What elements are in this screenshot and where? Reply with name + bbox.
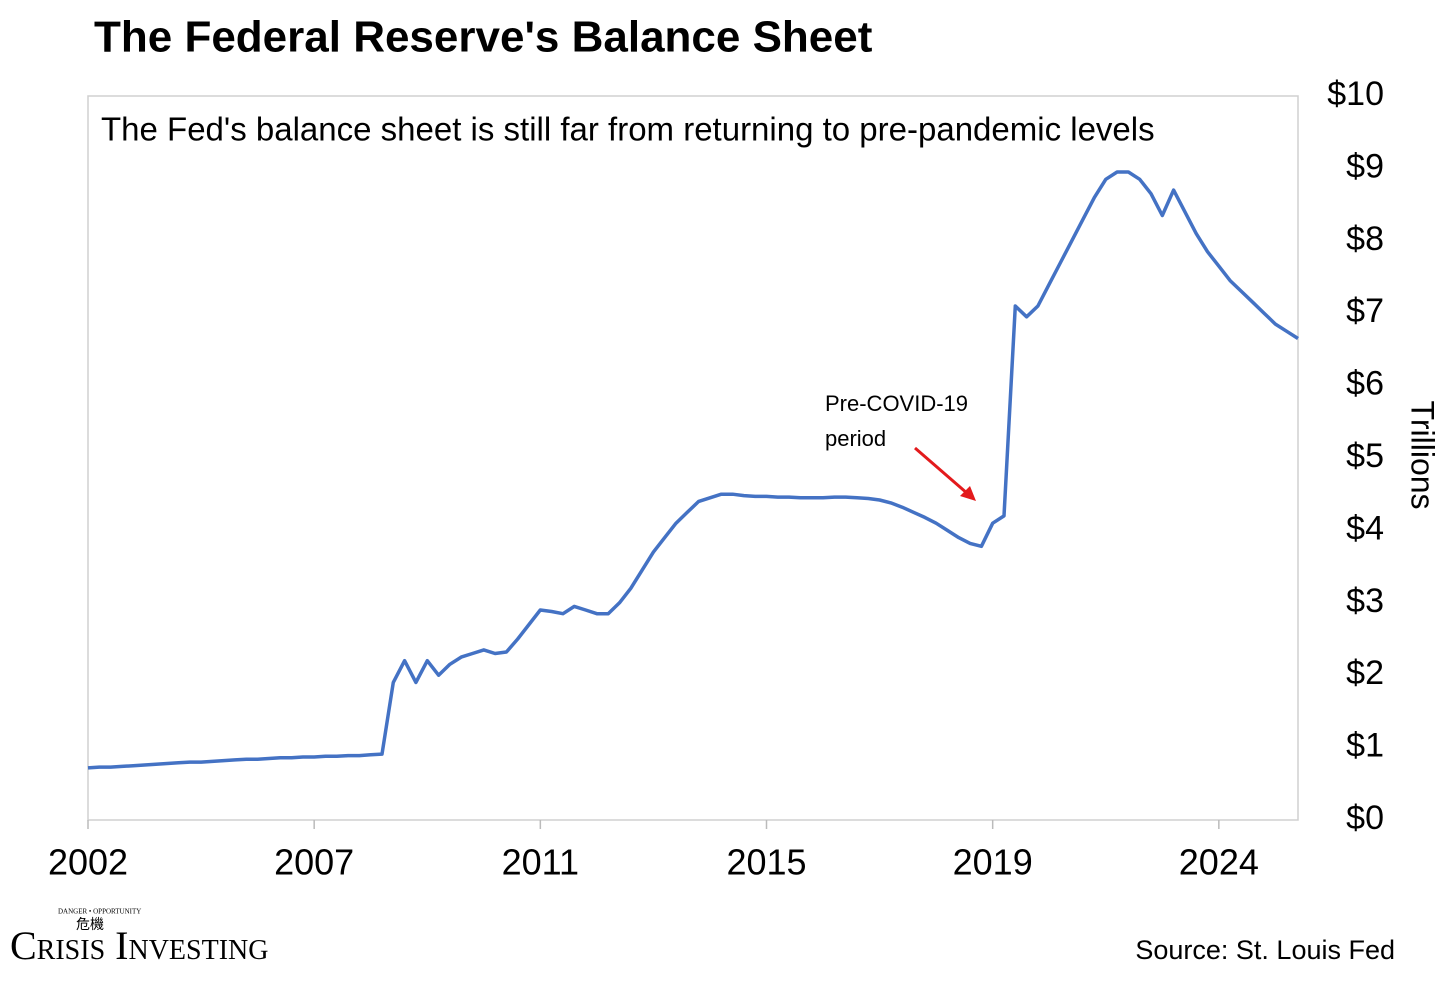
x-tick-label: 2019 xyxy=(953,842,1033,883)
annotation-line: Pre-COVID-19 xyxy=(825,391,968,416)
y-tick-label: $8 xyxy=(1346,220,1384,258)
x-tick-label: 2024 xyxy=(1179,842,1259,883)
y-axis-label: Trillions xyxy=(1405,400,1441,509)
x-tick-label: 2015 xyxy=(726,842,806,883)
x-tick-label: 2011 xyxy=(502,842,579,883)
y-tick-label: $7 xyxy=(1346,292,1384,330)
x-tick-label: 2002 xyxy=(48,842,128,883)
plot-border xyxy=(87,95,1299,821)
y-tick-label: $10 xyxy=(1327,75,1384,113)
logo-mark: 危機 xyxy=(76,917,104,933)
source: Source: St. Louis Fed xyxy=(1135,935,1395,965)
annotation-line: period xyxy=(825,426,886,451)
y-tick-label: $5 xyxy=(1346,437,1384,475)
y-tick-label: $2 xyxy=(1346,654,1384,692)
logo-tagline: DANGER • OPPORTUNITY xyxy=(58,908,141,916)
y-tick-label: $9 xyxy=(1346,147,1384,185)
data-line xyxy=(87,170,1299,770)
chart-title: The Federal Reserve's Balance Sheet xyxy=(94,13,873,62)
logo-text: Crisis Investing xyxy=(10,923,268,968)
arrow-head xyxy=(960,486,976,501)
annotation-arrow xyxy=(914,446,969,496)
x-tick-label: 2007 xyxy=(274,842,354,883)
y-tick-label: $0 xyxy=(1346,799,1384,837)
subtitle: The Fed's balance sheet is still far fro… xyxy=(101,111,1155,148)
y-tick-label: $1 xyxy=(1346,727,1384,765)
y-tick-label: $3 xyxy=(1346,582,1384,620)
y-tick-label: $6 xyxy=(1346,365,1384,403)
y-tick-label: $4 xyxy=(1346,509,1384,547)
